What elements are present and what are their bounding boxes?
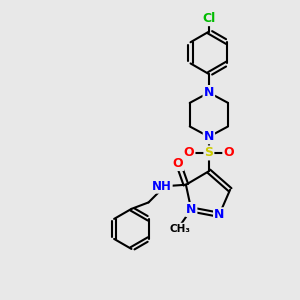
Text: N: N <box>204 86 214 99</box>
Text: O: O <box>173 157 183 170</box>
Text: N: N <box>186 203 196 216</box>
Text: O: O <box>184 146 194 159</box>
Text: NH: NH <box>152 180 172 193</box>
Text: N: N <box>214 208 224 221</box>
Text: N: N <box>204 86 214 99</box>
Text: S: S <box>204 146 213 159</box>
Text: CH₃: CH₃ <box>170 224 191 234</box>
Text: O: O <box>223 146 234 159</box>
Text: Cl: Cl <box>202 12 215 25</box>
Text: N: N <box>204 130 214 143</box>
